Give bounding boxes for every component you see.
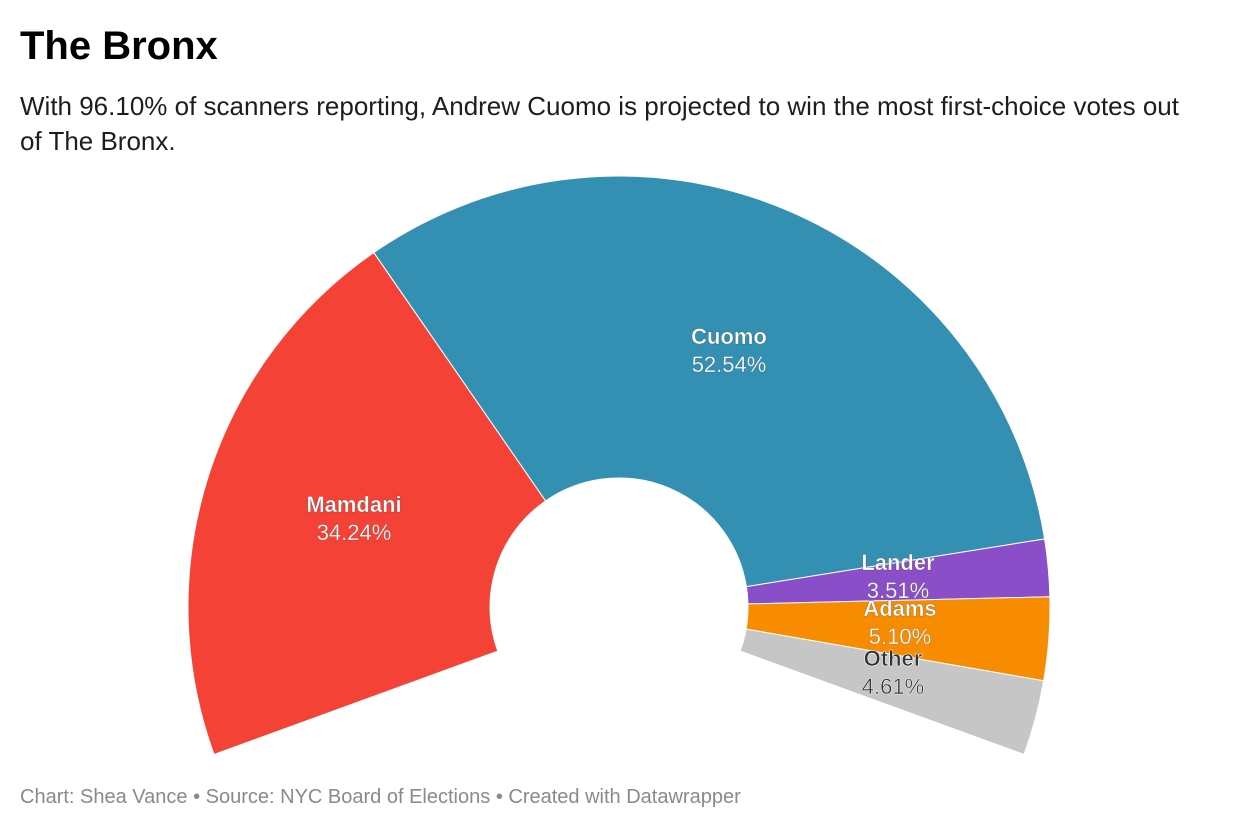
slice-value-cuomo: 52.54% (692, 352, 767, 377)
slice-value-adams: 5.10% (869, 624, 931, 649)
slice-label-mamdani: Mamdani (306, 492, 401, 517)
slice-label-lander: Lander (861, 550, 935, 575)
slices-group (187, 175, 1051, 756)
slice-value-lander: 3.51% (867, 578, 929, 603)
footer-chart-credit: Chart: Shea Vance (20, 786, 188, 808)
footer-separator: • (193, 786, 201, 808)
slice-value-other: 4.61% (862, 674, 924, 699)
footer-source: Source: NYC Board of Elections (205, 786, 491, 808)
slice-value-mamdani: 34.24% (317, 520, 392, 545)
footer-created-with: Created with Datawrapper (508, 786, 741, 808)
slice-mamdani (187, 251, 547, 756)
footer-separator: • (495, 786, 503, 808)
labels-group: Mamdani 34.24% Cuomo 52.54% Lander 3.51%Adams… (306, 324, 937, 700)
slice-label-adams: Adams (863, 596, 936, 621)
chart-subtitle: With 96.10% of scanners reporting, Andre… (20, 91, 1179, 156)
slice-label-cuomo: Cuomo (691, 324, 767, 349)
slice-other (739, 628, 1045, 756)
slice-cuomo (373, 175, 1046, 588)
chart-title: The Bronx (20, 24, 218, 68)
chart-footer: Chart: Shea Vance • Source: NYC Board of… (20, 785, 741, 809)
slice-label-other: Other (864, 646, 923, 671)
